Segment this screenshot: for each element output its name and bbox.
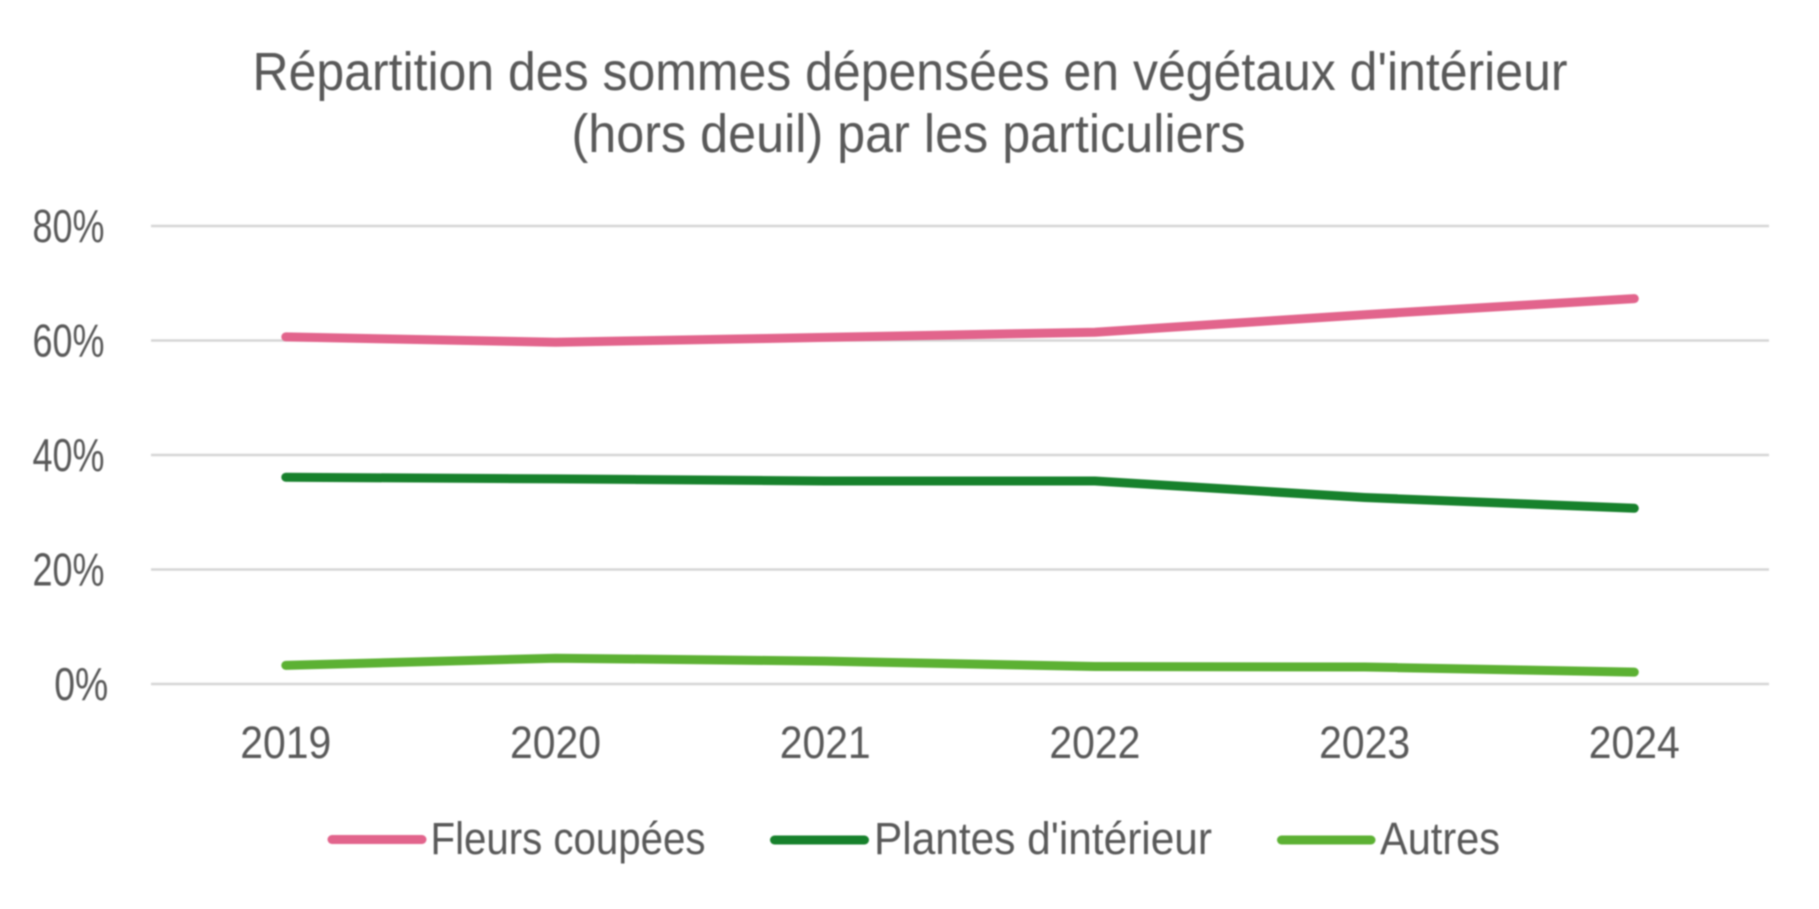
svg-text:(hors deuil) par les particuli: (hors deuil) par les particuliers [572,104,1246,164]
svg-text:2021: 2021 [780,717,871,768]
svg-text:Répartition des sommes dépensé: Répartition des sommes dépensées en végé… [253,42,1568,102]
svg-text:2024: 2024 [1589,717,1680,768]
svg-text:20%: 20% [33,544,105,596]
svg-text:0%: 0% [54,658,108,710]
svg-text:80%: 80% [33,200,105,252]
svg-text:2020: 2020 [510,717,601,768]
svg-text:Plantes d'intérieur: Plantes d'intérieur [874,813,1212,864]
svg-text:2019: 2019 [240,717,331,768]
svg-text:60%: 60% [33,315,105,367]
svg-text:2023: 2023 [1319,717,1410,768]
svg-text:Fleurs coupées: Fleurs coupées [431,813,706,864]
svg-text:2022: 2022 [1049,717,1140,768]
svg-text:Autres: Autres [1380,813,1500,864]
svg-text:40%: 40% [33,429,105,481]
